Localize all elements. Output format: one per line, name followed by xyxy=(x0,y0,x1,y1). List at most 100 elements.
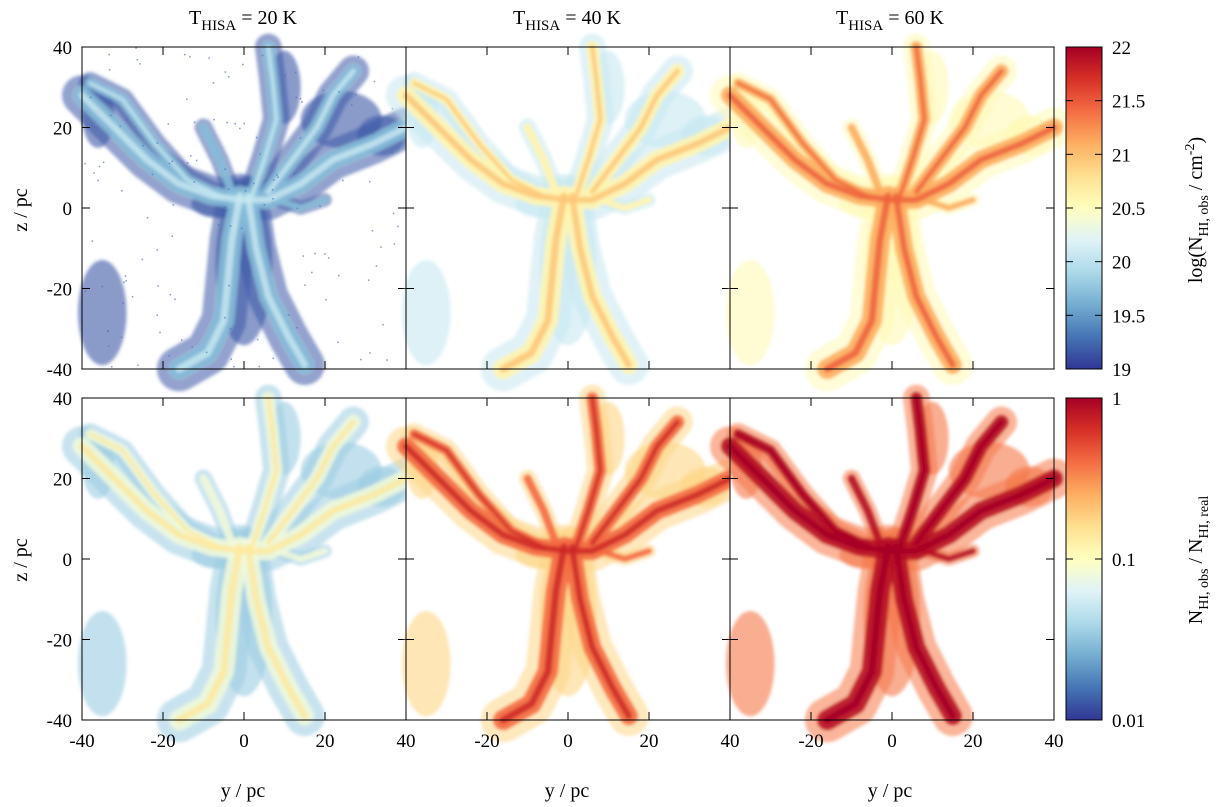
panel-emission xyxy=(385,33,751,392)
speckle xyxy=(121,336,123,338)
speckle xyxy=(314,252,316,255)
speckle xyxy=(107,345,110,347)
filament-core xyxy=(589,419,680,546)
x-tick-label: 40 xyxy=(397,731,416,752)
speckle xyxy=(243,122,245,125)
filament xyxy=(847,474,884,547)
filament-core xyxy=(249,44,279,199)
speckle xyxy=(322,89,325,91)
speckle xyxy=(293,173,295,175)
panel-emission xyxy=(709,33,1075,392)
speckle xyxy=(89,96,92,99)
speckle xyxy=(228,188,230,190)
filament-core xyxy=(175,543,244,724)
speckle xyxy=(382,324,384,326)
speckle xyxy=(369,180,371,183)
speckle xyxy=(284,74,286,77)
speckle xyxy=(212,82,215,84)
speckle xyxy=(230,358,232,360)
speckle xyxy=(125,280,127,282)
speckle xyxy=(337,341,339,344)
y-tick-label: 20 xyxy=(53,119,72,140)
bottom-colorbar: 0.01 0.1 1 xyxy=(1065,389,1145,732)
filament-core xyxy=(175,192,244,373)
speckle xyxy=(373,80,376,83)
panel-emission xyxy=(61,384,427,743)
speckle xyxy=(124,275,127,277)
filament-core xyxy=(568,192,632,369)
panel-emission xyxy=(709,384,1075,743)
filament-core xyxy=(573,44,603,199)
panel-emission xyxy=(61,33,427,392)
colorbar-tick-label: 20 xyxy=(1112,253,1131,274)
panel-emission xyxy=(385,384,751,743)
speckle xyxy=(193,181,195,183)
speckle xyxy=(156,249,158,251)
speckle xyxy=(122,302,124,304)
speckle xyxy=(234,123,236,125)
x-axis-label-1: y / pc xyxy=(221,780,266,802)
y-tick-label: -20 xyxy=(47,280,72,301)
panel-ticks xyxy=(729,397,1055,721)
speckle xyxy=(229,327,232,330)
x-tick-label: 0 xyxy=(239,731,249,752)
speckle xyxy=(169,293,172,296)
filament-core xyxy=(589,68,680,195)
filament xyxy=(597,547,653,563)
filament-core xyxy=(88,432,222,549)
x-tick-label: -20 xyxy=(150,731,175,752)
speckle xyxy=(301,101,303,103)
speckle xyxy=(355,93,357,96)
filament xyxy=(523,474,560,547)
speckle xyxy=(121,190,123,192)
speckle xyxy=(233,365,235,368)
speckle xyxy=(239,127,241,130)
speckle xyxy=(372,132,374,134)
speckle xyxy=(171,235,173,237)
speckle xyxy=(276,174,278,176)
y-axis-label-bottom: z / pc xyxy=(10,538,32,581)
speckle xyxy=(190,155,192,157)
colorbar-tick-label: 0.1 xyxy=(1112,550,1136,571)
speckle xyxy=(142,144,144,147)
filament-core xyxy=(88,81,222,198)
speckle xyxy=(135,47,137,49)
heatmap-panel-top-3 xyxy=(709,33,1075,392)
cloud-blob xyxy=(725,260,775,366)
x-tick-label: -20 xyxy=(474,731,499,752)
speckle xyxy=(258,365,261,368)
filament-core xyxy=(823,543,892,724)
speckle xyxy=(191,346,193,348)
y-tick-label: -40 xyxy=(47,360,72,381)
filament-core xyxy=(78,443,410,555)
speckle xyxy=(236,180,239,182)
filament-core xyxy=(913,68,1004,195)
speckle xyxy=(272,357,275,360)
speckle xyxy=(224,206,226,209)
speckle xyxy=(357,56,360,58)
speckle xyxy=(109,114,112,117)
speckle xyxy=(360,358,362,361)
filament-core xyxy=(265,68,356,195)
speckle xyxy=(302,255,305,257)
y-tick-label: 40 xyxy=(53,389,72,410)
filament-core xyxy=(568,543,632,720)
speckle xyxy=(195,159,198,162)
filament-core xyxy=(499,192,568,373)
heatmap-panel-top-1: -40 -20 0 20 40 xyxy=(47,33,427,392)
heatmap-panels: -40 -20 0 20 40 -40 -20 0 20 40 -40 -20 0 20 40 -20 0 20 4… xyxy=(47,33,1075,752)
speckle xyxy=(386,359,388,361)
cloud-blob xyxy=(401,611,451,717)
y-axis-label-top: z / pc xyxy=(10,188,32,231)
y-tick-label: 0 xyxy=(63,199,73,220)
x-tick-label: -40 xyxy=(69,731,94,752)
speckle xyxy=(229,225,232,227)
speckle xyxy=(84,162,86,165)
speckle xyxy=(151,173,154,176)
heatmap-panel-bottom-2: -20 0 20 40 xyxy=(385,384,751,752)
speckle xyxy=(224,71,227,73)
speckle xyxy=(107,330,109,333)
speckle xyxy=(392,212,395,215)
speckle xyxy=(272,198,274,200)
x-tick-label: 0 xyxy=(563,731,573,752)
